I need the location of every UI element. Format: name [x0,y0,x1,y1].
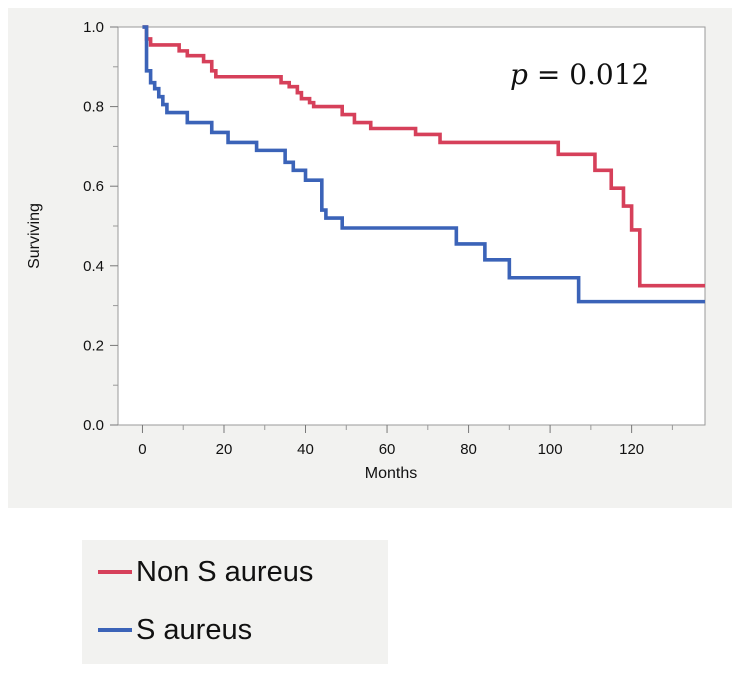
y-tick-label: 1.0 [83,19,104,36]
x-tick-label: 0 [138,441,146,458]
series-line-non-s-aureus [142,25,705,288]
p-value-text: = 0.012 [528,58,649,91]
survival-chart: 0.0 0.2 0.4 0.6 0.8 1.0 0 20 40 60 80 100 120 Months S… [26,19,706,482]
legend-label-non-s-aureus: Non S aureus [136,555,314,588]
y-tick-label: 0.6 [83,178,104,195]
x-tick-label: 120 [619,441,644,458]
legend-swatch-non-s-aureus [98,570,132,574]
x-tick-label: 80 [460,441,477,458]
legend-swatch-s-aureus [98,628,132,632]
legend-item-s-aureus: S aureus [82,610,252,650]
y-axis-label: Surviving [26,203,43,269]
legend-item-non-s-aureus: Non S aureus [82,552,313,592]
p-value-annotation: p = 0.012 [510,58,649,91]
x-tick-label: 40 [297,441,314,458]
series-line-s-aureus [142,25,705,304]
y-tick-label: 0.2 [83,337,104,354]
x-tick-label: 20 [216,441,233,458]
x-tick-label: 60 [379,441,396,458]
y-tick-label: 0.0 [83,417,104,434]
y-tick-label: 0.4 [83,258,104,275]
chart-panel: 0.0 0.2 0.4 0.6 0.8 1.0 0 20 40 60 80 100 120 Months S… [8,8,732,508]
x-axis-label: Months [365,465,417,482]
p-value-symbol: p [510,58,528,91]
plot-area [117,26,706,426]
y-tick-label: 0.8 [83,99,104,116]
legend-label-s-aureus: S aureus [136,613,253,646]
legend: Non S aureus S aureus [82,540,388,664]
x-tick-label: 100 [538,441,563,458]
